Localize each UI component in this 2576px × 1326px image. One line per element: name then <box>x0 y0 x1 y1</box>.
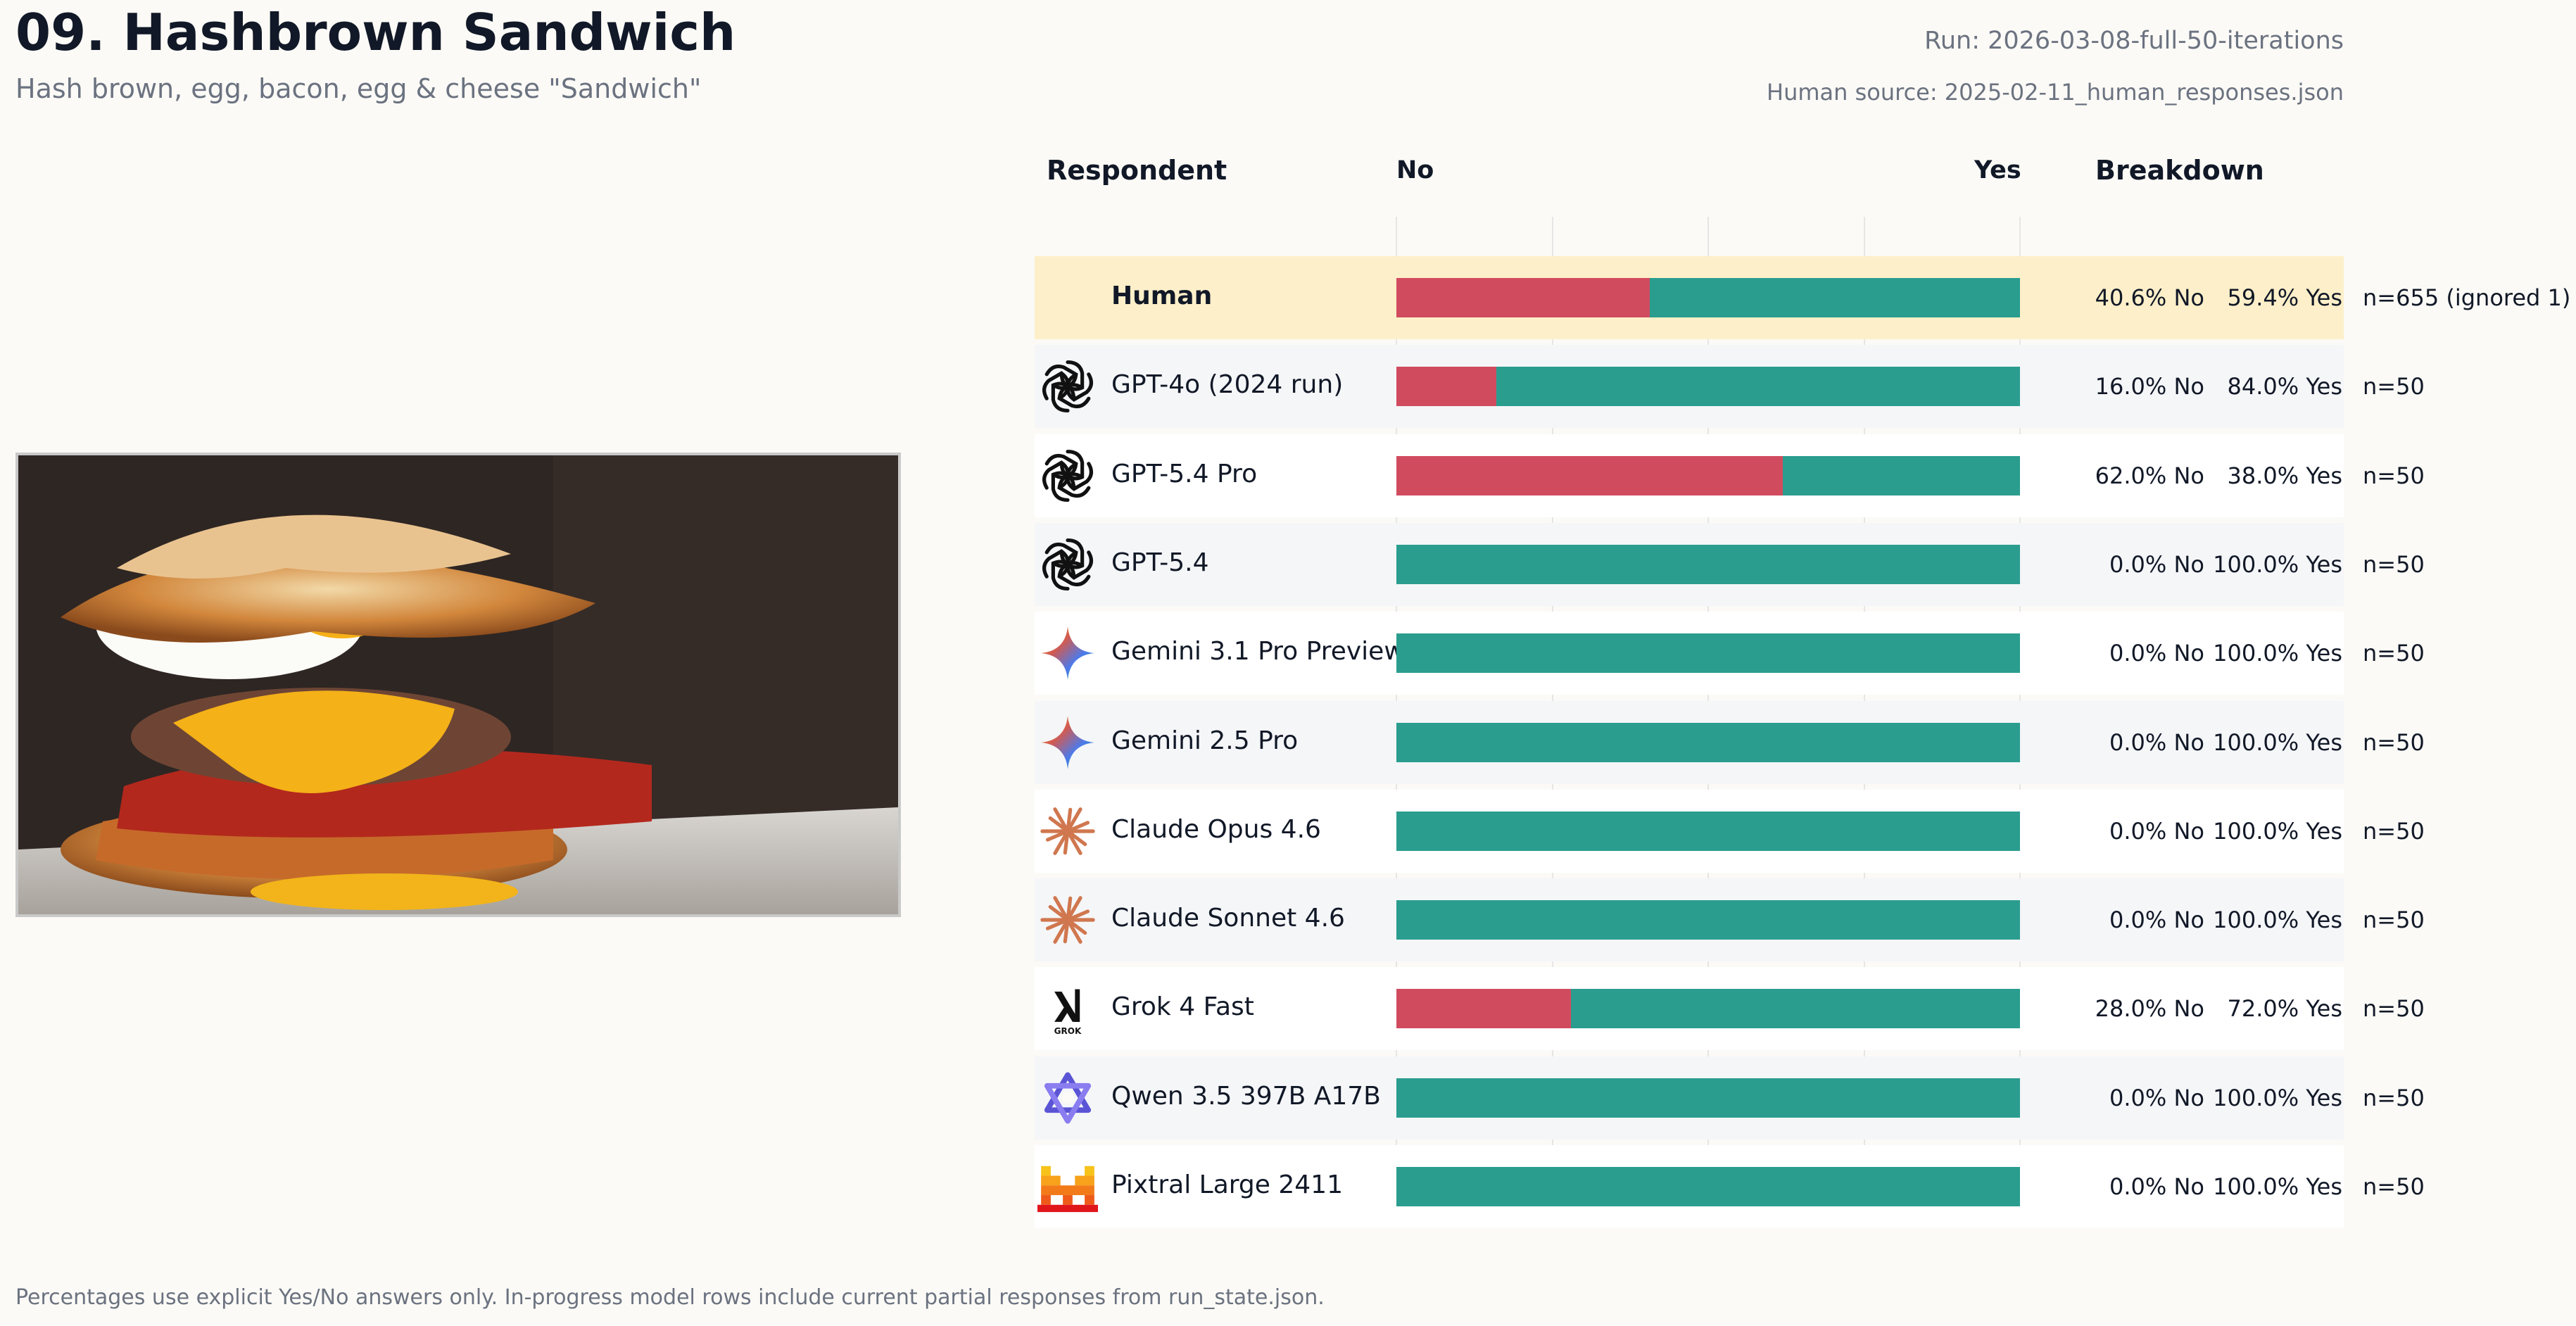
gemini-icon <box>1037 623 1098 683</box>
n-count-label: n=50 <box>2363 640 2425 667</box>
bar-yes <box>1571 989 2020 1029</box>
bar-no <box>1396 989 1572 1029</box>
n-count-label: n=50 <box>2363 462 2425 489</box>
n-count-label: n=655 (ignored 1) <box>2363 284 2571 311</box>
respondent-label: Grok 4 Fast <box>1111 992 1254 1022</box>
pct-no-label: 0.0% No <box>2109 640 2204 667</box>
pct-yes-label: 100.0% Yes <box>2213 817 2342 845</box>
qwen-icon <box>1037 1068 1098 1128</box>
column-header-yes: Yes <box>1974 156 2021 184</box>
table-row <box>1035 967 2344 1051</box>
pct-no-label: 0.0% No <box>2109 728 2204 756</box>
table-row <box>1035 700 2344 784</box>
bar-no <box>1396 278 1650 317</box>
page-title: 09. Hashbrown Sandwich <box>15 3 736 62</box>
pct-no-label: 16.0% No <box>2095 373 2204 400</box>
bar-yes <box>1496 367 2020 407</box>
table-row <box>1035 1145 2344 1228</box>
respondent-label: Gemini 2.5 Pro <box>1111 726 1299 755</box>
grid-line <box>1863 217 1865 1228</box>
n-count-label: n=50 <box>2363 995 2425 1023</box>
n-count-label: n=50 <box>2363 550 2425 578</box>
pct-no-label: 0.0% No <box>2109 550 2204 578</box>
respondent-label: Qwen 3.5 397B A17B <box>1111 1081 1381 1111</box>
bar-yes <box>1783 455 2020 495</box>
pct-yes-label: 100.0% Yes <box>2213 1084 2342 1111</box>
bar-no <box>1396 367 1496 407</box>
page-subtitle: Hash brown, egg, bacon, egg & cheese "Sa… <box>15 73 702 104</box>
n-count-label: n=50 <box>2363 728 2425 756</box>
respondent-label: GPT-4o (2024 run) <box>1111 370 1344 400</box>
openai-icon <box>1037 534 1098 595</box>
gemini-icon <box>1037 712 1098 773</box>
pct-yes-label: 100.0% Yes <box>2213 1173 2342 1200</box>
claude-icon <box>1037 801 1098 861</box>
table-row <box>1035 612 2344 695</box>
table-row <box>1035 522 2344 606</box>
respondent-label: Claude Sonnet 4.6 <box>1111 904 1345 933</box>
pct-no-label: 0.0% No <box>2109 907 2204 934</box>
respondent-label: Gemini 3.1 Pro Preview <box>1111 637 1405 667</box>
grid-line <box>1396 217 1397 1228</box>
respondent-label: Claude Opus 4.6 <box>1111 814 1321 844</box>
column-header-respondent: Respondent <box>1047 155 1227 186</box>
pct-yes-label: 100.0% Yes <box>2213 550 2342 578</box>
pct-no-label: 62.0% No <box>2095 462 2204 489</box>
n-count-label: n=50 <box>2363 1084 2425 1111</box>
claude-icon <box>1037 890 1098 950</box>
respondent-label: GPT-5.4 Pro <box>1111 459 1258 488</box>
svg-text:GROK: GROK <box>1054 1027 1082 1037</box>
footer-note: Percentages use explicit Yes/No answers … <box>15 1285 1325 1310</box>
n-count-label: n=50 <box>2363 373 2425 400</box>
table-row <box>1035 789 2344 873</box>
human-source-label: Human source: 2025-02-11_human_responses… <box>1767 79 2344 106</box>
food-photo <box>15 453 901 917</box>
mistral-icon <box>1037 1156 1098 1217</box>
openai-icon <box>1037 446 1098 506</box>
table-row <box>1035 434 2344 517</box>
pct-yes-label: 84.0% Yes <box>2227 373 2342 400</box>
bar-no <box>1396 455 1783 495</box>
n-count-label: n=50 <box>2363 1173 2425 1200</box>
pct-no-label: 0.0% No <box>2109 1173 2204 1200</box>
grid-line <box>2019 217 2021 1228</box>
table-row <box>1035 878 2344 962</box>
n-count-label: n=50 <box>2363 907 2425 934</box>
pct-no-label: 0.0% No <box>2109 817 2204 845</box>
table-row <box>1035 1056 2344 1139</box>
openai-icon <box>1037 356 1098 417</box>
pct-yes-label: 100.0% Yes <box>2213 640 2342 667</box>
table-row <box>1035 256 2344 339</box>
pct-no-label: 0.0% No <box>2109 1084 2204 1111</box>
pct-no-label: 40.6% No <box>2095 284 2204 311</box>
bar-yes <box>1396 722 2020 762</box>
bar-yes <box>1396 1167 2020 1206</box>
pct-yes-label: 38.0% Yes <box>2227 462 2342 489</box>
pct-yes-label: 100.0% Yes <box>2213 907 2342 934</box>
respondent-label: GPT-5.4 <box>1111 548 1209 577</box>
run-label: Run: 2026-03-08-full-50-iterations <box>1924 27 2344 55</box>
bar-yes <box>1396 900 2020 940</box>
bar-yes <box>1649 278 2020 317</box>
column-header-breakdown: Breakdown <box>2095 155 2264 186</box>
grid-line <box>1551 217 1553 1228</box>
bar-yes <box>1396 1078 2020 1118</box>
grok-icon: GROK <box>1037 978 1098 1039</box>
grid-line <box>1707 217 1709 1228</box>
n-count-label: n=50 <box>2363 817 2425 845</box>
bar-yes <box>1396 633 2020 674</box>
pct-yes-label: 59.4% Yes <box>2227 284 2342 311</box>
pct-no-label: 28.0% No <box>2095 995 2204 1023</box>
respondent-label: Human <box>1111 282 1213 310</box>
bar-yes <box>1396 544 2020 584</box>
pct-yes-label: 72.0% Yes <box>2227 995 2342 1023</box>
bar-yes <box>1396 811 2020 851</box>
respondent-label: Pixtral Large 2411 <box>1111 1170 1343 1199</box>
table-row <box>1035 345 2344 429</box>
pct-yes-label: 100.0% Yes <box>2213 728 2342 756</box>
hashbrown-sandwich-image <box>18 455 898 914</box>
column-header-no: No <box>1396 156 1434 184</box>
